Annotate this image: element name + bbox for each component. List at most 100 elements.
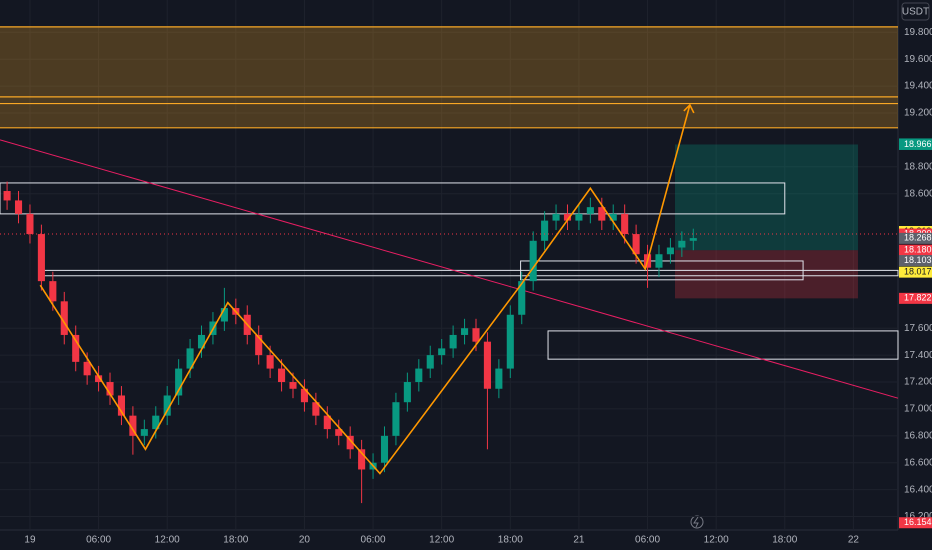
replay-icon-bolt: [693, 516, 699, 528]
candle-body: [506, 314, 514, 369]
rectangle-drawing: [0, 182, 786, 215]
candle-body: [518, 281, 526, 315]
y-tick-label: 17.400: [904, 350, 932, 361]
y-tick-label: 19.600: [904, 54, 932, 65]
candle-body: [415, 368, 423, 383]
candle-body: [609, 213, 617, 221]
replay-icon[interactable]: [690, 515, 704, 529]
x-tick-label: 12:00: [155, 535, 180, 546]
y-tick-label: 17.600: [904, 323, 932, 334]
position-target: [674, 144, 858, 251]
x-tick-label: 20: [299, 535, 311, 546]
x-tick-label: 18:00: [498, 535, 523, 546]
price-label: 17.822: [904, 293, 932, 303]
candle-body: [3, 191, 11, 201]
candle-body: [586, 207, 594, 214]
candle-body: [655, 254, 663, 268]
candle-body: [598, 207, 606, 221]
y-tick-label: 16.600: [904, 457, 932, 468]
y-tick-label: 17.000: [904, 404, 932, 415]
candle-body: [312, 402, 320, 416]
arrow-head: [683, 103, 695, 114]
candle-body: [220, 308, 228, 322]
candle-body: [392, 402, 400, 436]
price-label-box: [899, 517, 932, 529]
x-tick-label: 12:00: [704, 535, 729, 546]
candle-body: [461, 328, 469, 335]
y-tick-label: 16.800: [904, 430, 932, 441]
y-tick-label: 19.800: [904, 27, 932, 38]
currency: USDT: [902, 7, 929, 18]
candle-body: [300, 388, 308, 403]
candle-body: [26, 213, 34, 235]
candle-body: [129, 415, 137, 436]
zigzag-drawing: [39, 104, 691, 475]
price-label: 18.103: [904, 255, 932, 265]
supply-zone: [0, 26, 898, 128]
candle-body: [472, 328, 480, 342]
candle-body: [678, 240, 686, 248]
candle-body: [335, 429, 343, 436]
y-tick-label: 19.200: [904, 108, 932, 119]
candle-body: [49, 281, 57, 302]
y-tick-label: 18.600: [904, 188, 932, 199]
x-tick-label: 22: [848, 535, 860, 546]
candle-body: [289, 382, 297, 389]
candle-body: [175, 368, 183, 396]
price-label: 18.017: [904, 267, 932, 277]
price-label: 18.180: [904, 245, 932, 255]
x-tick-label: 18:00: [772, 535, 797, 546]
x-tick-label: 18:00: [223, 535, 248, 546]
candle-body: [495, 368, 503, 389]
candle-body: [529, 240, 537, 282]
y-tick-label: 19.400: [904, 81, 932, 92]
position-stop: [674, 250, 858, 299]
x-tick-label: 06:00: [361, 535, 386, 546]
price-label-box: [899, 232, 932, 244]
candle-body: [186, 348, 194, 369]
candle-body: [37, 234, 45, 282]
x-tick-label: 06:00: [635, 535, 660, 546]
x-tick-label: 19: [24, 535, 36, 546]
price-label: 18.966: [904, 139, 932, 149]
candle-body: [346, 435, 354, 450]
y-tick-label: 17.200: [904, 377, 932, 388]
trendline: [0, 139, 899, 399]
price-label-box: [899, 266, 932, 278]
candle-body: [689, 238, 697, 241]
candle-body: [140, 429, 148, 436]
candle-body: [95, 375, 103, 383]
currency-box[interactable]: [901, 2, 930, 21]
price-label-box: [899, 255, 932, 267]
x-tick-label: 21: [573, 535, 585, 546]
price-label: 16.154: [904, 517, 932, 527]
x-tick-label: 12:00: [429, 535, 454, 546]
y-tick-label: 16.200: [904, 511, 932, 522]
price-label-box: [899, 244, 932, 256]
candle-body: [197, 334, 206, 349]
candle-body: [106, 382, 114, 396]
candle-body: [621, 213, 629, 235]
candle-body: [426, 355, 434, 369]
price-label-box: [899, 138, 932, 150]
candle-body: [632, 234, 640, 255]
rectangle-drawing: [547, 330, 899, 360]
candle-body: [163, 395, 171, 416]
candle-body: [552, 213, 560, 221]
candle-body: [449, 334, 457, 349]
candle-body: [266, 355, 274, 369]
candle-body: [323, 415, 331, 430]
candle-body: [438, 348, 446, 356]
candle-body: [483, 341, 491, 389]
candle-body: [72, 334, 80, 362]
candle-body: [563, 213, 572, 221]
x-tick-label: 06:00: [86, 535, 111, 546]
candle-body: [152, 415, 160, 430]
price-label: 18.268: [904, 233, 932, 243]
candle-body: [541, 220, 549, 241]
candle-body: [403, 382, 411, 403]
candle-body: [380, 435, 389, 463]
candle-body: [255, 334, 263, 356]
